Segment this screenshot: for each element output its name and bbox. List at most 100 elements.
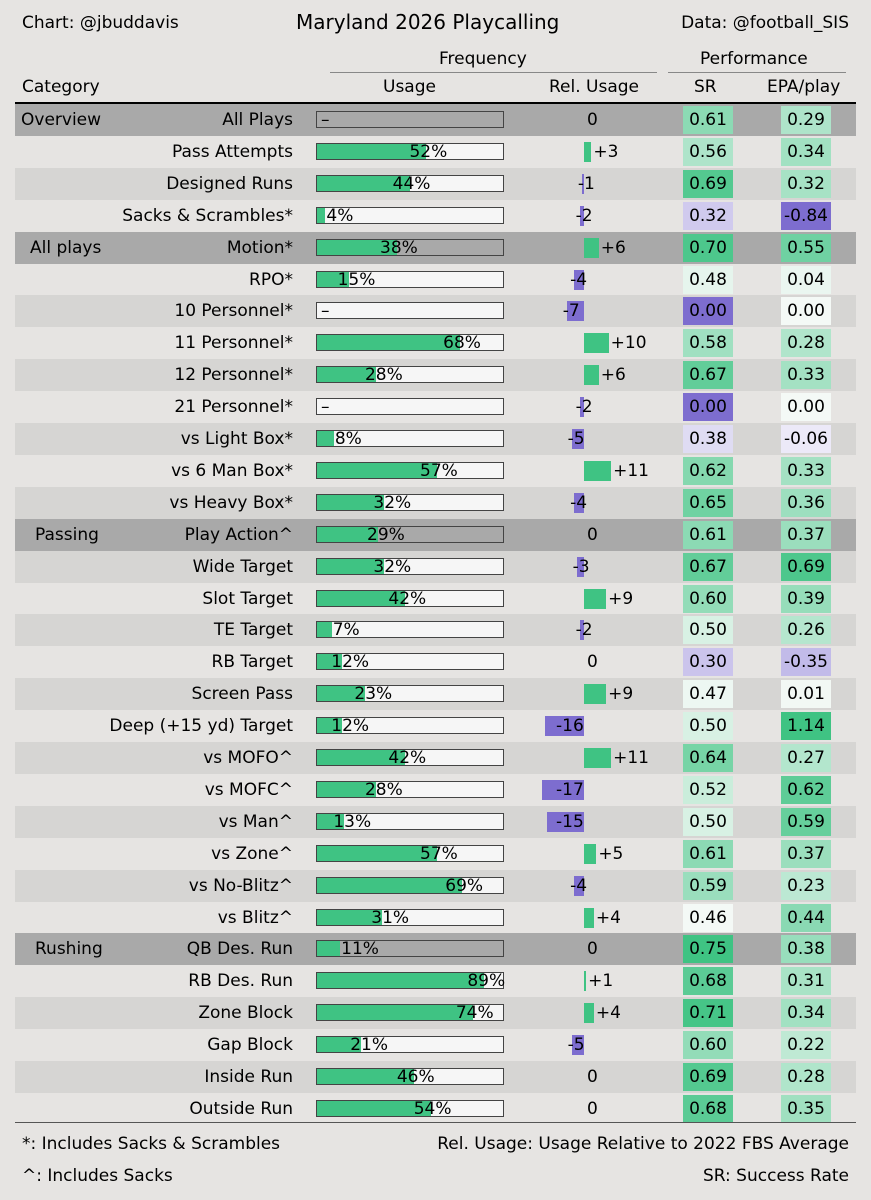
category-label: vs 6 Man Box* [171, 460, 293, 481]
category-label: Outside Run [189, 1098, 293, 1119]
category-label: Slot Target [202, 588, 293, 609]
usage-label: 8% [334, 429, 362, 449]
usage-bar-track [316, 238, 504, 256]
epa-cell: 0.01 [781, 680, 831, 709]
sr-cell: 0.50 [683, 616, 733, 645]
footnote-sr: SR: Success Rate [702, 1166, 849, 1186]
sr-cell: 0.75 [683, 935, 733, 964]
epa-cell: -0.35 [781, 648, 831, 677]
category-label: Inside Run [204, 1067, 293, 1087]
category-label: vs Zone^ [211, 843, 293, 864]
usage-bar-track [316, 812, 504, 830]
usage-bar-track [316, 749, 504, 766]
usage-label: 12% [331, 652, 370, 673]
rel-usage-label: -5 [567, 1035, 585, 1056]
usage-bar-track [316, 430, 504, 447]
epa-cell: 1.14 [781, 712, 831, 741]
table-row: vs MOFO^ 42% +11 0.64 0.27 [15, 742, 856, 774]
usage-bar-track [316, 972, 504, 990]
rel-usage-bar [584, 141, 592, 162]
category-label: Screen Pass [191, 684, 293, 705]
sr-cell: 0.30 [683, 648, 733, 677]
usage-label: 28% [364, 365, 403, 386]
usage-bar-track [316, 461, 504, 479]
sr-cell: 0.60 [683, 584, 733, 613]
rel-usage-bar [584, 460, 612, 481]
chart-credit: Chart: @jbuddavis [22, 13, 179, 33]
rel-usage-label: -2 [575, 397, 593, 418]
epa-cell: 0.33 [781, 361, 831, 390]
table-row: vs Light Box* 8% -5 0.38 -0.06 [15, 423, 856, 455]
sr-cell: 0.47 [683, 680, 733, 709]
table-row: vs Zone^ 57% +5 0.61 0.37 [15, 838, 856, 870]
section-label: Overview [21, 110, 102, 130]
usage-bar-track [316, 493, 504, 511]
sr-cell: 0.46 [683, 903, 733, 932]
category-label: vs MOFO^ [203, 748, 293, 768]
rel-usage-bar [571, 429, 584, 449]
rel-usage-label: -5 [567, 429, 585, 449]
category-label: 11 Personnel* [174, 333, 293, 354]
table-row: 11 Personnel* 68% +10 0.58 0.28 [15, 327, 856, 359]
rel-usage-label: 0 [587, 652, 598, 673]
epa-cell: 0.04 [781, 265, 831, 294]
usage-label: 68% [443, 333, 481, 354]
category-label: Motion* [226, 237, 293, 258]
epa-cell: 0.31 [781, 967, 831, 996]
usage-bar-track [316, 621, 504, 639]
category-label: RPO* [249, 269, 293, 290]
table-row: 21 Personnel* – -2 0.00 0.00 [15, 391, 856, 423]
usage-bar [317, 909, 383, 925]
epa-cell: 0.62 [781, 775, 831, 804]
usage-bar-track [316, 206, 504, 224]
usage-bar-track [316, 302, 504, 320]
epa-cell: 0.26 [781, 616, 831, 645]
rel-usage-bar [584, 365, 599, 386]
section-label: Rushing [35, 939, 103, 960]
usage-bar-track [316, 557, 504, 575]
performance-group-label: Performance [700, 49, 808, 69]
sr-cell: 0.65 [683, 488, 733, 517]
usage-bar [317, 973, 485, 989]
usage-label: 74% [455, 1003, 494, 1024]
sr-cell: 0.50 [683, 807, 733, 836]
sr-cell: 0.58 [683, 329, 733, 358]
section-label: All plays [30, 237, 102, 258]
col-header-usage: Usage [383, 77, 436, 97]
usage-bar-track [316, 1099, 504, 1117]
epa-cell: 0.34 [781, 137, 831, 166]
rel-usage-label: +6 [600, 237, 626, 258]
rel-usage-label: +10 [610, 333, 647, 354]
performance-group-rule [668, 72, 846, 73]
usage-label: 42% [388, 748, 427, 768]
epa-cell: 0.22 [781, 1031, 831, 1060]
usage-bar [317, 877, 463, 893]
table-row: RPO* 15% -4 0.48 0.04 [15, 264, 856, 296]
table-row: vs Man^ 13% -15 0.50 0.59 [15, 805, 856, 838]
rel-usage-label: -2 [575, 205, 593, 226]
sr-cell: 0.00 [683, 393, 733, 422]
epa-cell: 0.27 [781, 744, 831, 772]
col-header-epa: EPA/play [767, 77, 841, 97]
usage-bar-track [316, 685, 504, 703]
sr-cell: 0.62 [683, 456, 733, 485]
epa-cell: 0.38 [781, 935, 831, 964]
category-label: Designed Runs [166, 173, 293, 194]
usage-bar-track [316, 398, 504, 416]
table-row: Screen Pass 23% +9 0.47 0.01 [15, 678, 856, 711]
category-label: TE Target [213, 620, 293, 641]
table-row: vs Heavy Box* 32% -4 0.65 0.36 [15, 486, 856, 519]
usage-bar-track [316, 366, 504, 384]
frequency-group-rule [330, 72, 657, 73]
usage-bar [317, 239, 397, 255]
usage-bar-track [316, 876, 504, 894]
category-label: Deep (+15 yd) Target [109, 716, 293, 737]
usage-label: 89% [467, 971, 506, 992]
rel-usage-label: -4 [570, 492, 588, 513]
usage-label: 32% [373, 556, 412, 577]
table-row: Outside Run 54% 0 0.68 0.35 [15, 1093, 856, 1125]
table-row: Wide Target 32% -3 0.67 0.69 [15, 550, 856, 583]
table-row: Overview All Plays – 0 0.61 0.29 [15, 104, 856, 136]
usage-label: 38% [380, 237, 418, 258]
rel-usage-label: -4 [570, 269, 588, 290]
